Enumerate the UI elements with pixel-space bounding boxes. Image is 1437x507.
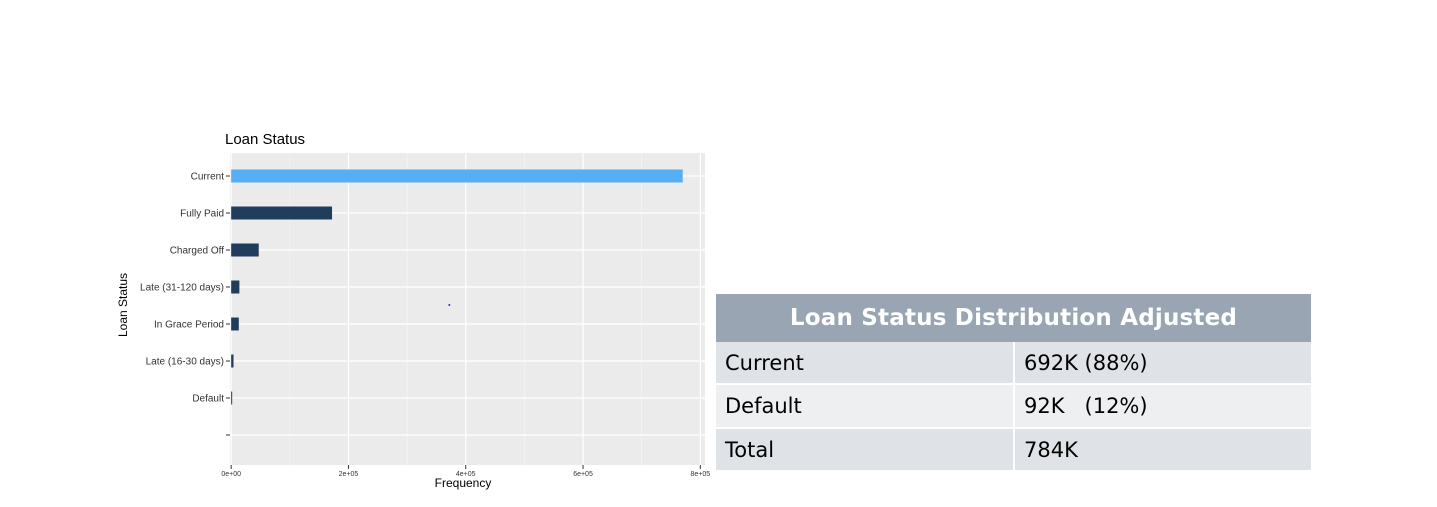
y-tick-label: Late (16-30 days) (146, 357, 224, 368)
x-tick-label: 2e+05 (339, 471, 359, 478)
table-cell-value: 692K (88%) (1015, 342, 1311, 385)
x-tick-label: 0e+00 (221, 471, 241, 478)
table-cell-value: 92K (12%) (1015, 385, 1311, 429)
table-cell-value: 784K (1015, 429, 1311, 472)
table-row: Current 692K (88%) (716, 342, 1311, 385)
bar-late-31-120-days (231, 280, 240, 294)
table-cell-label: Total (716, 429, 1015, 472)
bar-fully-paid (231, 206, 333, 220)
bar-late-16-30-days (231, 354, 234, 368)
bar-default (231, 391, 233, 405)
x-tick-label: 4e+05 (456, 471, 476, 478)
y-tick-label: Charged Off (170, 246, 225, 257)
y-tick-label: Fully Paid (180, 209, 224, 220)
y-tick-label: Default (192, 394, 224, 405)
bars (231, 169, 683, 405)
y-tick-label: Late (31-120 days) (140, 283, 224, 294)
y-axis-ticks: Current Fully Paid Charged Off Late (31-120… (140, 172, 230, 436)
x-axis-label: Frequency (435, 476, 492, 490)
plot-panel (230, 153, 705, 465)
table-cell-label: Current (716, 342, 1015, 385)
loan-status-chart: Loan Status Current Fully Paid Charged Off… (110, 125, 710, 495)
table-cell-label: Default (716, 385, 1015, 429)
x-axis-ticks: 0e+00 2e+05 4e+05 6e+05 8e+05 (221, 465, 710, 478)
loan-status-summary-table: Loan Status Distribution Adjusted Curren… (716, 292, 1311, 472)
bar-charged-off (231, 243, 259, 257)
table-row: Default 92K (12%) (716, 385, 1311, 429)
table-header-row: Loan Status Distribution Adjusted (716, 292, 1311, 342)
x-tick-label: 6e+05 (573, 471, 593, 478)
stray-point (448, 304, 451, 306)
bar-in-grace-period (231, 317, 239, 331)
x-tick-label: 8e+05 (690, 471, 710, 478)
bar-current (231, 169, 683, 183)
table-row: Total 784K (716, 429, 1311, 472)
y-axis-label: Loan Status (116, 273, 130, 337)
y-tick-label: In Grace Period (154, 320, 224, 331)
y-tick-label: Current (191, 172, 225, 183)
chart-title: Loan Status (225, 131, 305, 148)
chart-svg: Loan Status Current Fully Paid Charged Off… (116, 131, 710, 490)
table-title: Loan Status Distribution Adjusted (716, 292, 1311, 342)
